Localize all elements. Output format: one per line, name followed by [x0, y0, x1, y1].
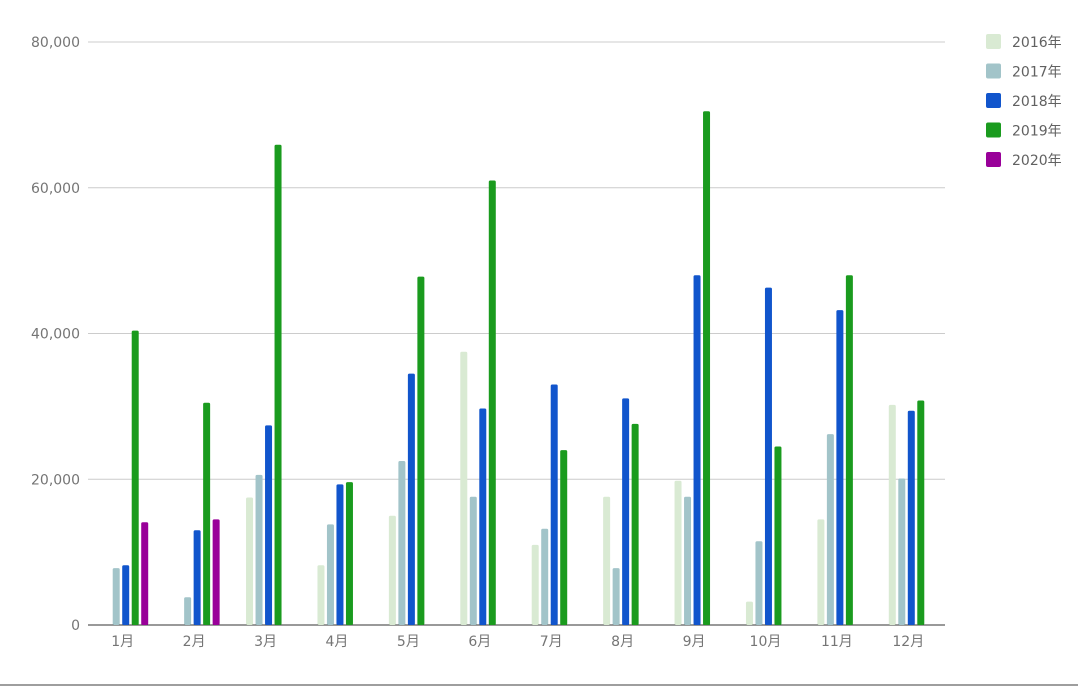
bottom-divider — [0, 684, 1078, 686]
legend-label: 2018年 — [1012, 94, 1062, 110]
bar — [888, 404, 896, 625]
y-tick-label: 80,000 — [31, 35, 80, 51]
x-tick-label: 2月 — [183, 634, 206, 650]
bar — [836, 310, 844, 625]
x-axis-tick-labels: 1月 2月 3月 4月 5月 6月 7月 8月 9月 10月 11月 12月 — [111, 634, 924, 650]
bar — [817, 519, 825, 625]
bar — [488, 180, 496, 625]
bar — [184, 597, 192, 625]
bar — [203, 402, 211, 625]
y-tick-label: 20,000 — [31, 472, 80, 488]
bar — [845, 275, 853, 625]
bar — [265, 425, 273, 625]
x-tick-label: 3月 — [254, 634, 277, 650]
bar — [674, 480, 682, 625]
bar — [131, 330, 139, 625]
bar — [603, 496, 611, 625]
bar — [274, 144, 282, 625]
legend-item[interactable]: 2018年 — [986, 93, 1062, 110]
bar — [755, 541, 763, 625]
bar — [326, 524, 334, 625]
legend-label: 2017年 — [1012, 65, 1062, 81]
bars — [112, 111, 925, 626]
legend-label: 2016年 — [1012, 35, 1062, 51]
legend-label: 2019年 — [1012, 124, 1062, 140]
bar — [764, 287, 772, 625]
bar — [469, 496, 477, 625]
bar — [193, 530, 201, 625]
legend-swatch — [986, 93, 1001, 108]
legend: 2016年 2017年 2018年 2019年 2020年 — [986, 34, 1062, 169]
x-tick-label: 9月 — [683, 634, 706, 650]
y-tick-label: 60,000 — [31, 181, 80, 197]
legend-item[interactable]: 2017年 — [986, 63, 1062, 81]
bar — [745, 601, 753, 625]
bar — [826, 434, 834, 625]
bar — [212, 519, 220, 625]
bar — [622, 398, 630, 625]
x-tick-label: 10月 — [750, 634, 782, 650]
y-tick-label: 40,000 — [31, 327, 80, 343]
bar — [417, 276, 425, 625]
bar — [246, 497, 254, 625]
bar — [345, 482, 353, 625]
bar — [112, 568, 120, 625]
bar — [336, 484, 344, 625]
x-tick-label: 4月 — [325, 634, 348, 650]
bar — [141, 522, 149, 625]
bar — [550, 384, 558, 625]
bar — [317, 565, 325, 625]
legend-label: 2020年 — [1012, 153, 1062, 169]
bar — [541, 528, 549, 625]
bar — [693, 275, 701, 625]
y-tick-label: 0 — [71, 618, 80, 634]
legend-swatch — [986, 34, 1001, 49]
legend-swatch — [986, 122, 1001, 138]
bar — [460, 351, 468, 625]
bar — [917, 400, 925, 625]
bar — [684, 496, 692, 625]
bar — [398, 461, 406, 625]
bar — [898, 478, 906, 625]
y-axis-tick-labels: 0 20,000 40,000 60,000 80,000 — [31, 35, 80, 634]
bar — [122, 565, 130, 625]
bar — [407, 373, 415, 625]
bar — [907, 410, 915, 625]
bar — [774, 446, 782, 625]
gridlines — [88, 41, 945, 626]
bar — [479, 408, 487, 625]
bar — [388, 515, 396, 625]
bar — [631, 423, 639, 625]
x-tick-label: 8月 — [611, 634, 634, 650]
x-tick-label: 5月 — [397, 634, 420, 650]
legend-item[interactable]: 2020年 — [986, 152, 1062, 169]
bar — [560, 450, 568, 625]
x-tick-label: 12月 — [892, 634, 924, 650]
legend-swatch — [986, 152, 1001, 167]
legend-item[interactable]: 2019年 — [986, 122, 1062, 140]
bar — [255, 474, 263, 625]
legend-swatch — [986, 63, 1001, 79]
bar — [612, 568, 620, 625]
x-tick-label: 7月 — [540, 634, 563, 650]
x-tick-label: 11月 — [821, 634, 853, 650]
bar — [703, 111, 711, 626]
x-tick-label: 1月 — [111, 634, 134, 650]
bar — [531, 544, 539, 625]
x-tick-label: 6月 — [468, 634, 491, 650]
legend-item[interactable]: 2016年 — [986, 34, 1062, 51]
